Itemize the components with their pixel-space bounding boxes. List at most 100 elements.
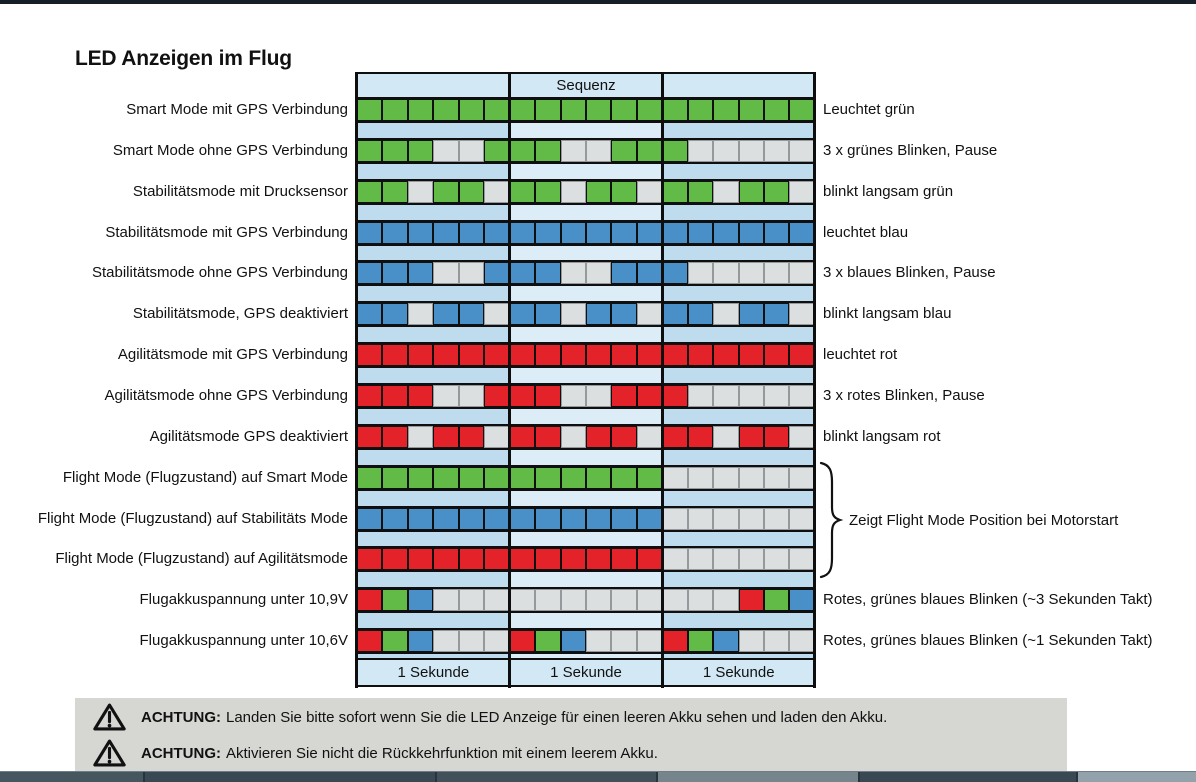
led-cell-red — [357, 344, 383, 366]
led-cell-blue — [687, 222, 714, 244]
led-cell-green — [687, 99, 714, 121]
row-description: leuchtet rot — [823, 346, 898, 363]
led-cell-blue — [687, 303, 714, 325]
row-label: Flight Mode (Flugzustand) auf Smart Mode — [62, 469, 348, 486]
group-brace — [819, 461, 843, 579]
led-cell-red — [636, 385, 663, 407]
led-sequence-row — [357, 465, 815, 491]
led-cell-off — [687, 508, 714, 530]
led-cell-green — [738, 181, 764, 203]
led-cell-off — [433, 630, 459, 652]
led-cell-off — [585, 630, 612, 652]
led-cell-blue — [611, 262, 637, 284]
led-cell-red — [764, 344, 790, 366]
led-cell-red — [357, 385, 383, 407]
led-cell-red — [458, 548, 485, 570]
row-description: 3 x blaues Blinken, Pause — [823, 264, 996, 281]
taskbar-item[interactable] — [658, 772, 860, 782]
led-cell-red — [509, 385, 536, 407]
led-cell-blue — [484, 222, 510, 244]
led-cell-off — [560, 140, 586, 162]
led-cell-off — [764, 508, 790, 530]
led-cell-blue — [636, 222, 663, 244]
led-cell-off — [713, 140, 739, 162]
led-cell-off — [458, 630, 485, 652]
led-cell-off — [585, 262, 612, 284]
led-cell-blue — [611, 222, 637, 244]
taskbar-item[interactable] — [1078, 772, 1196, 782]
warning-box: ACHTUNG: Landen Sie bitte sofort wenn Sie… — [75, 698, 1067, 771]
taskbar-item[interactable] — [437, 772, 658, 782]
led-cell-off — [560, 262, 586, 284]
led-cell-off — [764, 467, 790, 489]
group-note: Zeigt Flight Mode Position bei Motorstar… — [849, 512, 1119, 529]
led-cell-blue — [560, 630, 586, 652]
led-cell-blue — [560, 222, 586, 244]
led-sequence-row — [357, 220, 815, 246]
led-cell-green — [789, 99, 815, 121]
led-cell-off — [636, 303, 663, 325]
led-cell-red — [611, 426, 637, 448]
led-cell-green — [382, 99, 408, 121]
led-cell-green — [484, 467, 510, 489]
led-cell-red — [687, 426, 714, 448]
led-sequence-row — [357, 424, 815, 450]
led-cell-green — [509, 99, 536, 121]
taskbar-item[interactable] — [0, 772, 145, 782]
led-cell-off — [738, 508, 764, 530]
led-cell-green — [382, 467, 408, 489]
page-title: LED Anzeigen im Flug — [75, 47, 292, 70]
led-cell-blue — [764, 303, 790, 325]
led-cell-green — [535, 140, 561, 162]
led-cell-green — [357, 181, 383, 203]
row-description: Rotes, grünes blaues Blinken (~1 Sekunde… — [823, 632, 1153, 649]
led-cell-off — [560, 181, 586, 203]
footer-second-cell: 1 Sekunde — [550, 664, 622, 681]
led-cell-red — [662, 385, 688, 407]
led-cell-green — [662, 99, 688, 121]
led-cell-off — [789, 630, 815, 652]
led-cell-blue — [611, 508, 637, 530]
led-cell-blue — [509, 508, 536, 530]
led-cell-green — [738, 99, 764, 121]
led-cell-off — [789, 303, 815, 325]
led-cell-off — [585, 140, 612, 162]
led-cell-red — [585, 344, 612, 366]
taskbar-item[interactable] — [860, 772, 1078, 782]
led-cell-off — [662, 589, 688, 611]
led-cell-blue — [789, 222, 815, 244]
led-cell-red — [433, 426, 459, 448]
led-cell-green — [535, 181, 561, 203]
row-label: Stabilitätsmode, GPS deaktiviert — [132, 305, 348, 322]
led-cell-green — [509, 140, 536, 162]
led-cell-blue — [458, 508, 485, 530]
row-description: blinkt langsam grün — [823, 183, 954, 200]
grid-divider-2 — [661, 72, 664, 688]
led-cell-red — [382, 426, 408, 448]
row-label: Flight Mode (Flugzustand) auf Stabilität… — [37, 510, 348, 527]
led-cell-blue — [585, 303, 612, 325]
led-cell-red — [535, 426, 561, 448]
led-cell-red — [535, 385, 561, 407]
warning-label: ACHTUNG: — [141, 708, 221, 726]
led-cell-off — [636, 589, 663, 611]
taskbar[interactable] — [0, 771, 1196, 782]
led-cell-green — [458, 181, 485, 203]
led-cell-off — [509, 589, 536, 611]
taskbar-item[interactable] — [145, 772, 437, 782]
row-description: 3 x rotes Blinken, Pause — [823, 387, 985, 404]
led-cell-red — [382, 344, 408, 366]
led-cell-off — [789, 262, 815, 284]
led-cell-red — [484, 385, 510, 407]
led-cell-off — [458, 262, 485, 284]
led-cell-blue — [407, 630, 434, 652]
led-cell-blue — [382, 222, 408, 244]
led-cell-green — [458, 99, 485, 121]
led-cell-off — [636, 181, 663, 203]
led-cell-blue — [662, 222, 688, 244]
warning-message: Aktivieren Sie nicht die Rückkehrfunktio… — [226, 744, 658, 762]
led-cell-green — [433, 181, 459, 203]
led-cell-green — [687, 630, 714, 652]
led-cell-green — [433, 99, 459, 121]
